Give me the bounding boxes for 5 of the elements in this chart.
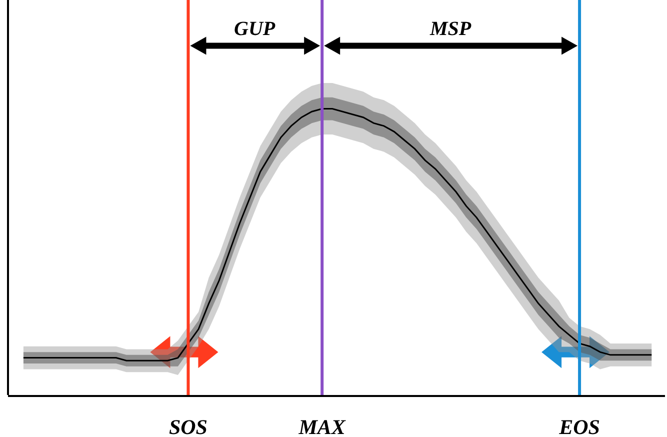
x-tick-label: SOS bbox=[168, 415, 208, 437]
x-tick-label: EOS bbox=[558, 415, 600, 437]
text: MSP bbox=[429, 18, 472, 40]
x-tick-label: MAX bbox=[298, 415, 346, 437]
text: GUP bbox=[234, 18, 276, 40]
